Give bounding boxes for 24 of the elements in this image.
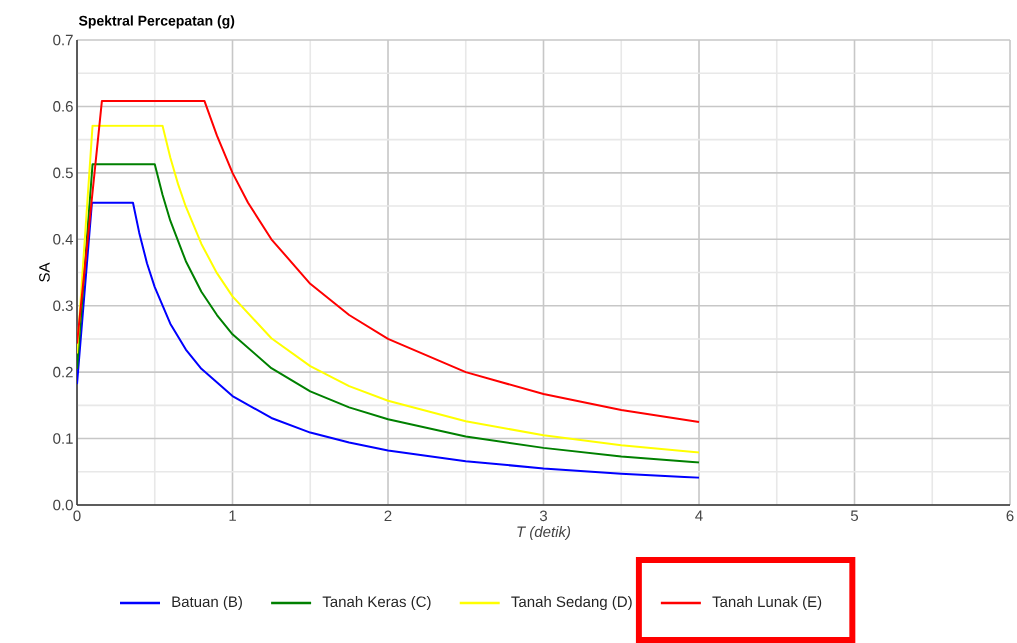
- y-tick-label: 0.4: [53, 233, 74, 245]
- x-tick-label: 5: [850, 510, 859, 521]
- y-tick-label: 0.5: [53, 167, 73, 179]
- y-tick-label: 0.3: [53, 300, 73, 312]
- legend-label: Tanah Lunak (E): [712, 596, 822, 610]
- x-axis-title: T (detik): [517, 526, 571, 540]
- x-tick-label: 2: [384, 510, 392, 522]
- legend-label: Batuan (B): [172, 596, 242, 610]
- y-tick-label: 0.0: [53, 499, 73, 511]
- y-tick-label: 0.2: [53, 366, 73, 378]
- legend-label: Tanah Sedang (D): [511, 596, 632, 610]
- line-series: [77, 100, 701, 423]
- x-tick-label: 0: [73, 510, 81, 522]
- y-tick-label: 0.7: [53, 34, 73, 46]
- y-tick-label: 0.1: [53, 433, 73, 444]
- x-tick-label: 4: [695, 510, 703, 521]
- x-tick-label: 3: [539, 510, 548, 522]
- y-tick-label: 0.6: [53, 101, 73, 112]
- line-series: [77, 201, 701, 479]
- x-tick-label: 1: [229, 510, 236, 521]
- y-axis-title: SA: [39, 262, 50, 282]
- x-tick-label: 6: [1006, 510, 1014, 522]
- chart-title: Spektral Percepatan (g): [78, 15, 235, 29]
- legend-label: Tanah Keras (C): [322, 596, 431, 610]
